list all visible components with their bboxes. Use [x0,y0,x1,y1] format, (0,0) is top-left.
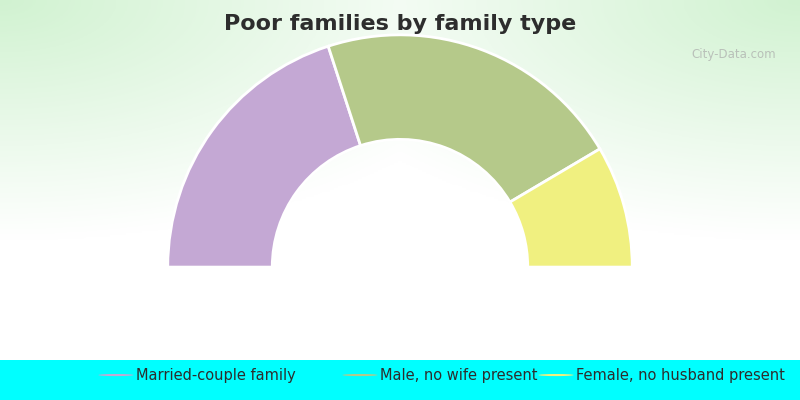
Wedge shape [510,149,632,267]
Text: Married-couple family: Married-couple family [136,368,296,382]
Text: Male, no wife present: Male, no wife present [380,368,538,382]
Wedge shape [168,46,361,267]
Text: City-Data.com: City-Data.com [691,48,776,61]
Text: Poor families by family type: Poor families by family type [224,14,576,34]
Circle shape [538,374,574,376]
Text: Female, no husband present: Female, no husband present [576,368,785,382]
Circle shape [342,374,378,376]
Wedge shape [328,35,600,202]
Circle shape [98,374,134,376]
